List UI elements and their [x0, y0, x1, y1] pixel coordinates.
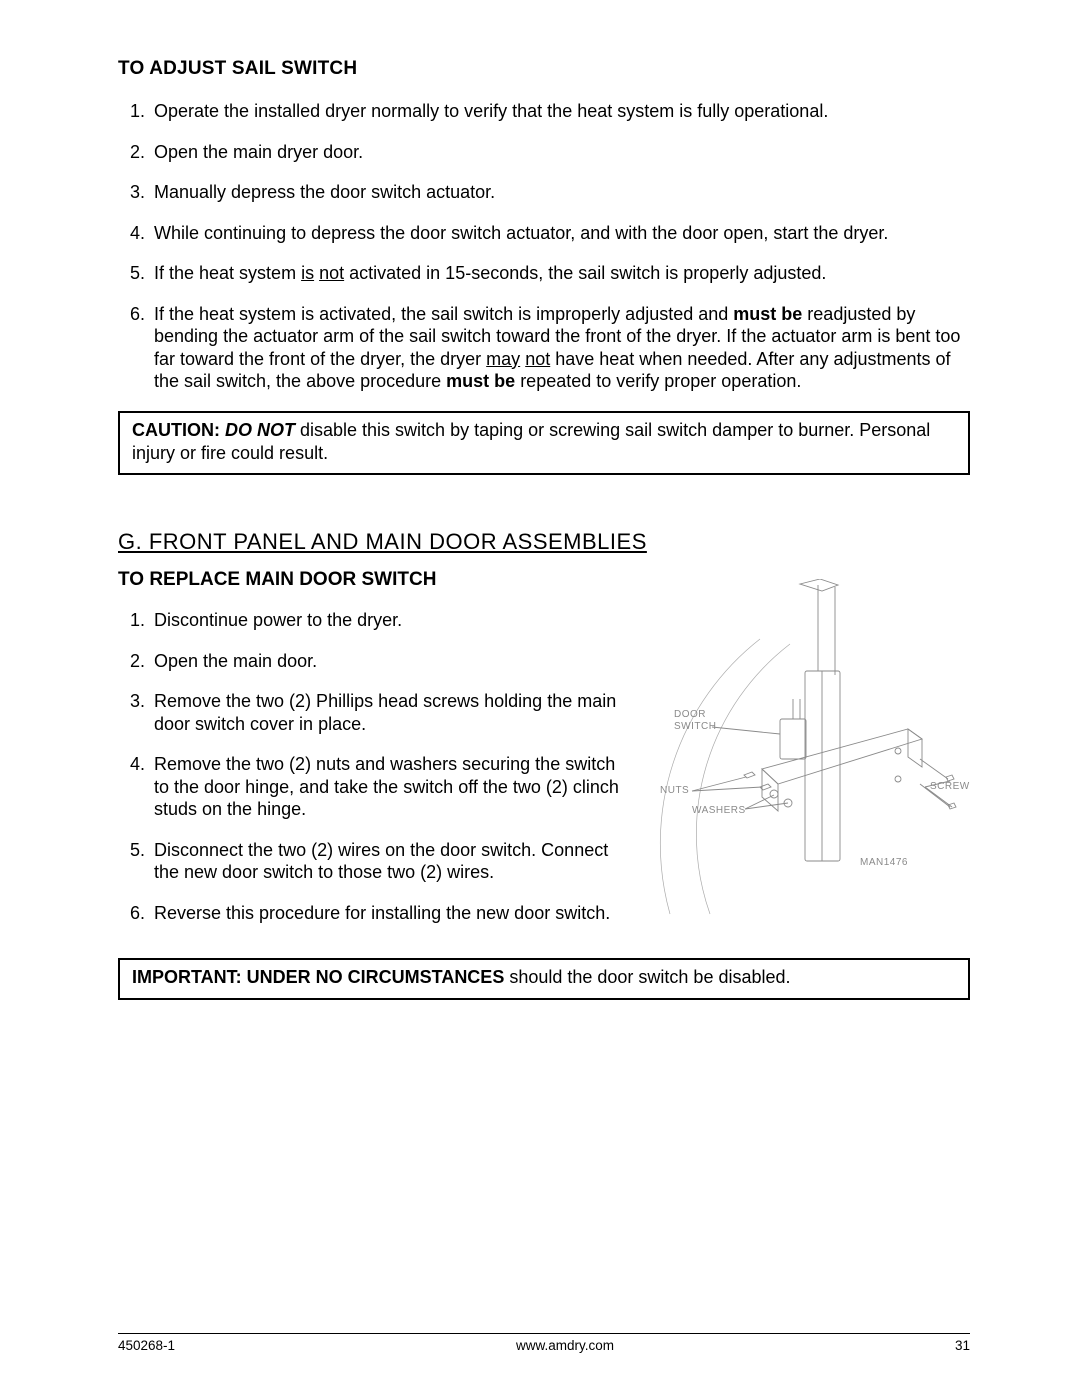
footer-center: www.amdry.com	[516, 1338, 614, 1353]
step-1: Operate the installed dryer normally to …	[150, 100, 970, 123]
caution-label: CAUTION:	[132, 420, 225, 440]
replace-main-door-heading: TO REPLACE MAIN DOOR SWITCH	[118, 569, 632, 591]
footer-left: 450268-1	[118, 1338, 175, 1353]
rstep-2: Open the main door.	[150, 650, 632, 673]
step-5: If the heat system is not activated in 1…	[150, 262, 970, 285]
section-g-row: TO REPLACE MAIN DOOR SWITCH Discontinue …	[118, 569, 970, 942]
step-2: Open the main dryer door.	[150, 141, 970, 164]
footer-right: 31	[955, 1338, 970, 1353]
important-label: IMPORTANT: UNDER NO CIRCUMSTANCES	[132, 967, 504, 987]
rstep-5: Disconnect the two (2) wires on the door…	[150, 839, 632, 884]
rstep-6: Reverse this procedure for installing th…	[150, 902, 632, 925]
rstep-4: Remove the two (2) nuts and washers secu…	[150, 753, 632, 821]
caution-box: CAUTION: DO NOT disable this switch by t…	[118, 411, 970, 476]
label-nuts: NUTS	[660, 785, 689, 796]
diagram-col: DOOR SWITCH NUTS WASHERS SCREWS MAN1476	[650, 569, 970, 934]
section-g-heading: G. FRONT PANEL AND MAIN DOOR ASSEMBLIES	[118, 529, 970, 555]
label-switch: SWITCH	[674, 721, 716, 732]
label-washers: WASHERS	[692, 805, 746, 816]
rstep-3: Remove the two (2) Phillips head screws …	[150, 690, 632, 735]
step-6: If the heat system is activated, the sai…	[150, 303, 970, 393]
section-g-left: TO REPLACE MAIN DOOR SWITCH Discontinue …	[118, 569, 632, 942]
sail-switch-steps: Operate the installed dryer normally to …	[118, 100, 970, 393]
door-switch-diagram: DOOR SWITCH NUTS WASHERS SCREWS MAN1476	[650, 579, 970, 929]
label-code: MAN1476	[860, 857, 908, 868]
label-screws: SCREWS	[930, 781, 970, 792]
footer: 450268-1 www.amdry.com 31	[118, 1333, 970, 1353]
replace-door-steps: Discontinue power to the dryer. Open the…	[118, 609, 632, 924]
step-4: While continuing to depress the door swi…	[150, 222, 970, 245]
caution-donot: DO NOT	[225, 420, 295, 440]
important-text: should the door switch be disabled.	[504, 967, 790, 987]
sail-switch-heading: TO ADJUST SAIL SWITCH	[118, 58, 970, 80]
page: TO ADJUST SAIL SWITCH Operate the instal…	[0, 0, 1080, 1397]
important-box: IMPORTANT: UNDER NO CIRCUMSTANCES should…	[118, 958, 970, 999]
rstep-1: Discontinue power to the dryer.	[150, 609, 632, 632]
step-3: Manually depress the door switch actuato…	[150, 181, 970, 204]
label-door: DOOR	[674, 709, 706, 720]
